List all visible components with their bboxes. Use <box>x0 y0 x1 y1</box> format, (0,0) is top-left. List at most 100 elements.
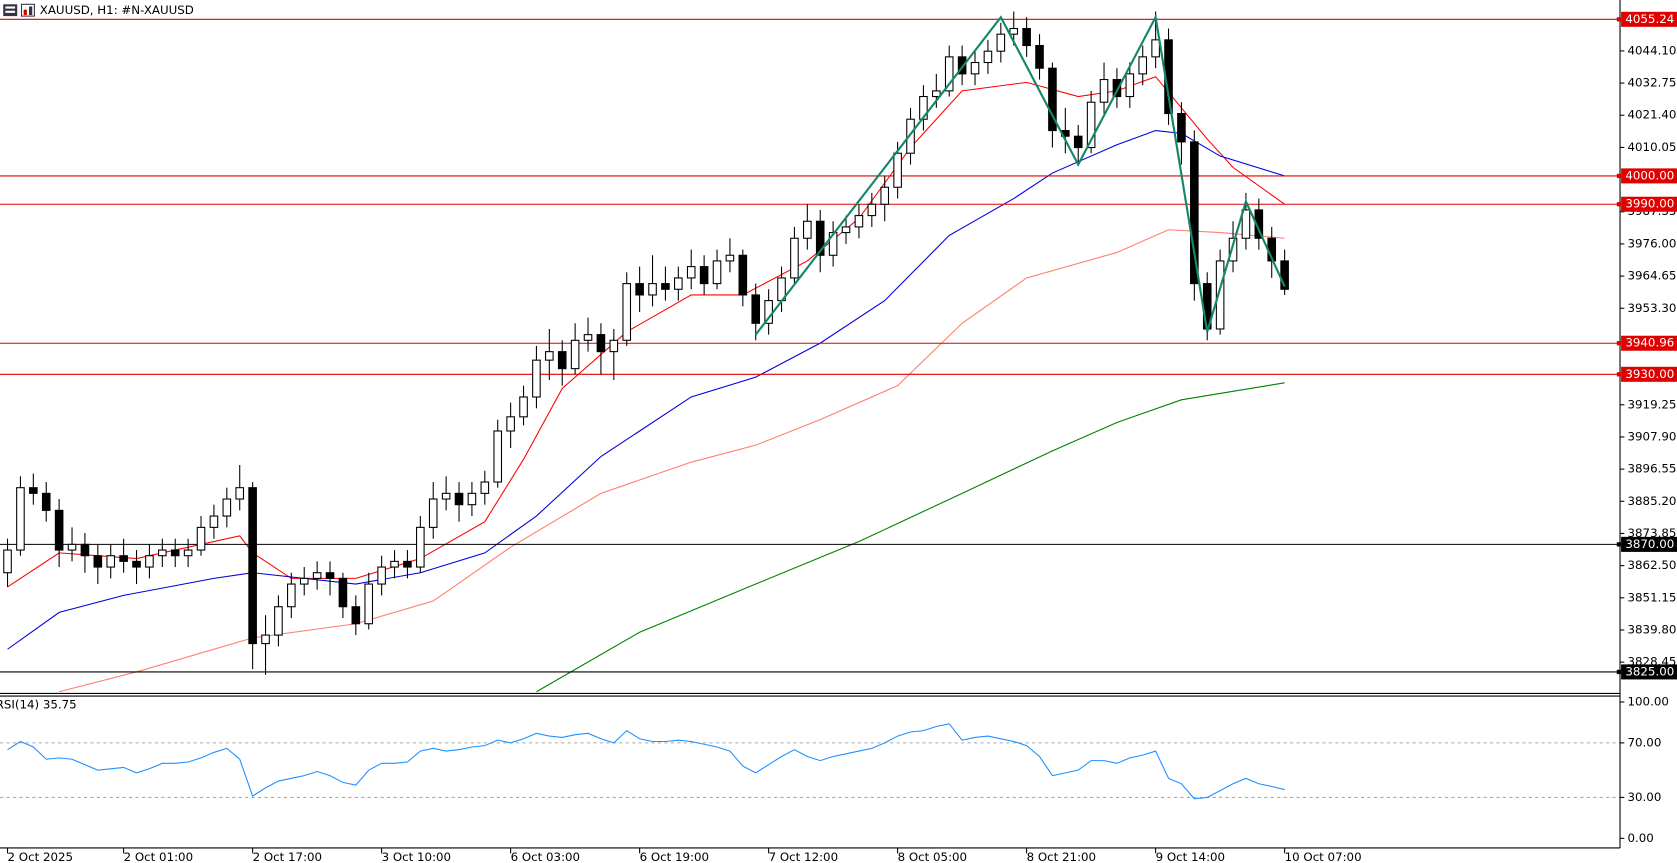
candle-body <box>674 277 683 290</box>
rsi-tick-label: 70.00 <box>1628 735 1662 749</box>
candle-body <box>686 266 696 279</box>
candle-body <box>1177 113 1186 143</box>
x-tick-label: 6 Oct 03:00 <box>511 850 580 863</box>
candle-body <box>970 61 980 75</box>
candle-body <box>183 549 193 557</box>
candle-body <box>893 152 902 188</box>
icon <box>20 3 35 17</box>
rsi-line <box>7 723 1285 800</box>
candle-body <box>545 351 554 361</box>
candle-body <box>699 266 709 285</box>
icon <box>29 6 33 16</box>
candle-body <box>3 549 12 574</box>
level-label: 3930.00 <box>1625 367 1674 381</box>
candle-body <box>506 416 515 432</box>
candle-body <box>209 515 219 528</box>
candle-body <box>67 543 77 551</box>
candle-body <box>815 220 825 256</box>
header: XAUUSD, H1: #N-XAUUSD <box>3 3 194 17</box>
candle-body <box>1241 209 1251 239</box>
candle-body <box>158 549 167 557</box>
candle-body <box>596 334 606 353</box>
y-tick-label: 3953.30 <box>1628 301 1677 315</box>
rsi-tick-label: 100.00 <box>1628 694 1669 708</box>
candle-body <box>16 487 25 551</box>
level-marker <box>1616 17 1622 22</box>
level-marker <box>1616 372 1622 377</box>
candle-body <box>828 232 838 256</box>
price-plot <box>0 11 1621 693</box>
icon <box>23 9 27 16</box>
candle-body <box>751 294 761 324</box>
level-marker <box>1616 341 1622 346</box>
level-label-box <box>1621 11 1677 27</box>
candle-body <box>957 56 967 75</box>
candle-body <box>1228 237 1238 262</box>
candle-body <box>29 487 38 494</box>
candle-body <box>1022 27 1031 47</box>
candle-body <box>557 351 567 370</box>
level-label: 3940.96 <box>1625 336 1674 350</box>
candle-body <box>983 50 993 64</box>
candle-body <box>145 555 154 568</box>
level-marker <box>1616 173 1622 179</box>
y-tick-label: 3976.00 <box>1628 236 1677 250</box>
icon <box>3 4 18 17</box>
level-label-box <box>1621 335 1677 351</box>
candle-body <box>803 220 812 239</box>
level-label: 4055.24 <box>1625 12 1674 26</box>
candle-body <box>1215 260 1225 330</box>
rsi-plot <box>0 723 1621 800</box>
level-marker <box>1616 542 1622 547</box>
chart-title: XAUUSD, H1: #N-XAUUSD <box>40 3 194 17</box>
candle-body <box>570 339 580 370</box>
x-tick-label: 2 Oct 01:00 <box>124 850 193 863</box>
icon <box>5 6 16 9</box>
y-tick-label: 3885.20 <box>1628 494 1677 508</box>
icon <box>5 10 16 13</box>
candle-body <box>80 543 90 557</box>
x-tick-label: 3 Oct 10:00 <box>382 850 451 863</box>
x-tick-label: 2 Oct 2025 <box>8 850 73 863</box>
candle-body <box>919 96 928 120</box>
y-tick-label: 4010.05 <box>1628 140 1677 154</box>
candle-body <box>648 283 657 296</box>
rsi-tick-label: 30.00 <box>1628 790 1662 804</box>
candle-body <box>583 334 593 341</box>
x-tick-label: 9 Oct 14:00 <box>1156 850 1225 863</box>
candle-body <box>170 549 180 557</box>
candle-body <box>1280 260 1289 290</box>
candle-body <box>132 560 141 568</box>
x-tick-label: 2 Oct 17:00 <box>253 850 322 863</box>
candle-body <box>854 215 864 228</box>
candle-body <box>222 498 232 517</box>
candle-body <box>867 203 877 217</box>
y-tick-label: 3873.85 <box>1628 526 1677 540</box>
level-label-box <box>1621 536 1677 552</box>
candle-body <box>480 481 490 494</box>
y-tick-label: 3964.65 <box>1628 269 1677 283</box>
candle-body <box>287 583 296 608</box>
candle-body <box>299 577 309 585</box>
candle-body <box>41 492 51 511</box>
candle-body <box>351 606 361 625</box>
level-label-box <box>1621 366 1677 382</box>
y-tick-label: 3896.55 <box>1628 462 1677 476</box>
candle-body <box>996 33 1006 52</box>
candle-body <box>906 118 915 154</box>
level-label-box <box>1621 196 1677 212</box>
y-tick-label: 4021.40 <box>1628 108 1677 122</box>
candle-body <box>880 186 890 205</box>
candle-body <box>944 56 954 92</box>
candle-body <box>841 226 851 234</box>
candle-body <box>1190 141 1199 285</box>
candle-body <box>1048 67 1057 132</box>
candle-body <box>609 339 619 353</box>
y-tick-label: 3851.15 <box>1628 590 1677 604</box>
level-label: 4000.00 <box>1625 168 1674 182</box>
candle-body <box>1125 73 1135 98</box>
x-tick-label: 8 Oct 05:00 <box>898 850 967 863</box>
